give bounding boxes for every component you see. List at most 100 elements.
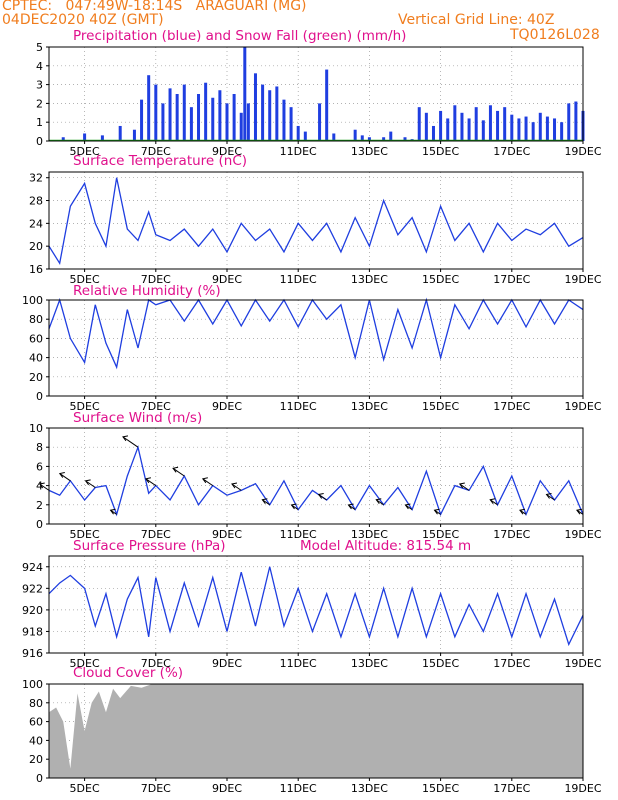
x-tick-label: 11DEC <box>280 145 317 158</box>
y-tick-label: 28 <box>29 195 43 208</box>
y-tick-label: 24 <box>29 217 43 230</box>
precip-bar <box>154 84 158 141</box>
x-tick-label: 15DEC <box>422 657 459 670</box>
x-tick-label: 19DEC <box>564 145 601 158</box>
wind-arrow <box>145 478 157 487</box>
x-tick-label: 17DEC <box>493 145 530 158</box>
x-tick-label: 9DEC <box>212 400 242 413</box>
y-tick-label: 5 <box>36 41 43 54</box>
cloud-frame <box>48 683 584 779</box>
precip-bar <box>225 103 229 141</box>
rh-line <box>48 297 584 370</box>
header-location: CPTEC: 047:49W-18:14S ARAGUARI (MG) <box>2 0 307 14</box>
precip-bar <box>403 137 407 141</box>
wind-arrow <box>122 436 139 448</box>
precip-bar <box>496 110 500 141</box>
y-tick-label: 60 <box>29 716 43 729</box>
y-tick-label: 924 <box>22 561 43 574</box>
precip-bar <box>531 122 535 141</box>
precip-title: Precipitation (blue) and Snow Fall (gree… <box>73 28 407 44</box>
x-tick-label: 17DEC <box>493 657 530 670</box>
wind-arrowhead <box>576 508 583 515</box>
x-tick-label: 7DEC <box>141 528 171 541</box>
wind-arrowhead <box>84 479 91 486</box>
wind_speed-panel: 0 2 4 6 8 10 5DEC 7DEC 9DEC 11DEC 13DEC 15DEC 17DEC 1… <box>29 422 602 541</box>
temp-panel: 16 20 24 28 32 5DEC 7DEC 9DEC 11DEC 13DEC 15DEC 17D… <box>29 171 602 286</box>
x-tick-label: 7DEC <box>141 273 171 286</box>
x-tick-label: 13DEC <box>351 273 388 286</box>
x-tick-label: 9DEC <box>212 657 242 670</box>
x-tick-label: 7DEC <box>141 400 171 413</box>
wind-arrowhead <box>433 508 440 515</box>
rh-panel: 0 20 40 60 80 100 5DEC 7DEC 9DEC 11DEC 13DEC 15DEC 1… <box>22 294 602 413</box>
precip-bar <box>261 84 265 141</box>
y-tick-label: 3 <box>36 79 43 92</box>
rh-title: Relative Humidity (%) <box>73 283 221 299</box>
y-tick-label: 918 <box>22 625 43 638</box>
wind-arrowhead <box>38 482 45 489</box>
precip-bar <box>467 118 471 141</box>
precip-bar <box>488 105 492 141</box>
y-tick-label: 1 <box>36 116 43 129</box>
x-tick-label: 11DEC <box>280 400 317 413</box>
precip-bar <box>367 137 371 141</box>
precip-bar <box>100 135 104 141</box>
precip-bar <box>474 107 478 141</box>
wind-arrowhead <box>145 477 151 484</box>
x-tick-label: 5DEC <box>70 528 100 541</box>
wind-arrowhead <box>109 508 116 515</box>
precip-bar <box>446 118 450 141</box>
x-tick-label: 5DEC <box>70 273 100 286</box>
temp-line <box>48 177 584 266</box>
x-tick-label: 5DEC <box>70 782 100 795</box>
x-tick-label: 7DEC <box>141 782 171 795</box>
y-tick-label: 4 <box>36 480 43 493</box>
y-tick-label: 10 <box>29 422 43 435</box>
x-tick-label: 5DEC <box>70 400 100 413</box>
x-tick-label: 15DEC <box>422 273 459 286</box>
precip-bar <box>211 97 215 141</box>
precip-bar <box>175 94 179 141</box>
precip-bar <box>510 114 514 141</box>
y-tick-label: 0 <box>36 390 43 403</box>
y-tick-label: 20 <box>29 753 43 766</box>
y-tick-label: 20 <box>29 240 43 253</box>
wind-arrowhead <box>317 493 324 499</box>
wind-arrowhead <box>375 498 382 505</box>
x-tick-label: 13DEC <box>351 528 388 541</box>
wind-arrow <box>546 494 555 501</box>
wind_speed-frame <box>48 427 584 525</box>
y-tick-label: 100 <box>22 678 43 691</box>
cloud-area <box>49 684 583 778</box>
precip-bar <box>538 112 542 141</box>
temp-title: Surface Temperature (nC) <box>73 153 248 169</box>
precip-bar <box>545 116 549 141</box>
y-tick-label: 922 <box>22 582 43 595</box>
precip-bar <box>197 94 201 141</box>
wind-arrowhead <box>519 508 526 515</box>
wind-arrowhead <box>489 498 496 505</box>
precip-bar <box>453 105 457 141</box>
precip-bar <box>460 112 464 141</box>
y-tick-label: 4 <box>36 60 43 73</box>
y-tick-label: 6 <box>36 460 43 473</box>
x-tick-label: 9DEC <box>212 528 242 541</box>
precip-bar <box>246 103 250 141</box>
precip-bar <box>389 131 393 141</box>
rh-frame <box>48 299 584 397</box>
precip-bar <box>296 125 300 141</box>
precip-bar <box>83 133 87 141</box>
y-tick-label: 920 <box>22 604 43 617</box>
precip-bar <box>567 103 571 141</box>
x-tick-label: 17DEC <box>493 400 530 413</box>
x-tick-label: 15DEC <box>422 782 459 795</box>
wind-arrowhead <box>172 466 179 473</box>
wind-arrowhead <box>290 503 297 510</box>
x-tick-label: 17DEC <box>493 782 530 795</box>
x-tick-label: 13DEC <box>351 657 388 670</box>
precip-bar <box>218 90 222 141</box>
precip-bar <box>417 107 421 141</box>
x-tick-label: 17DEC <box>493 273 530 286</box>
y-tick-label: 100 <box>22 294 43 307</box>
precip-bar <box>140 99 144 141</box>
